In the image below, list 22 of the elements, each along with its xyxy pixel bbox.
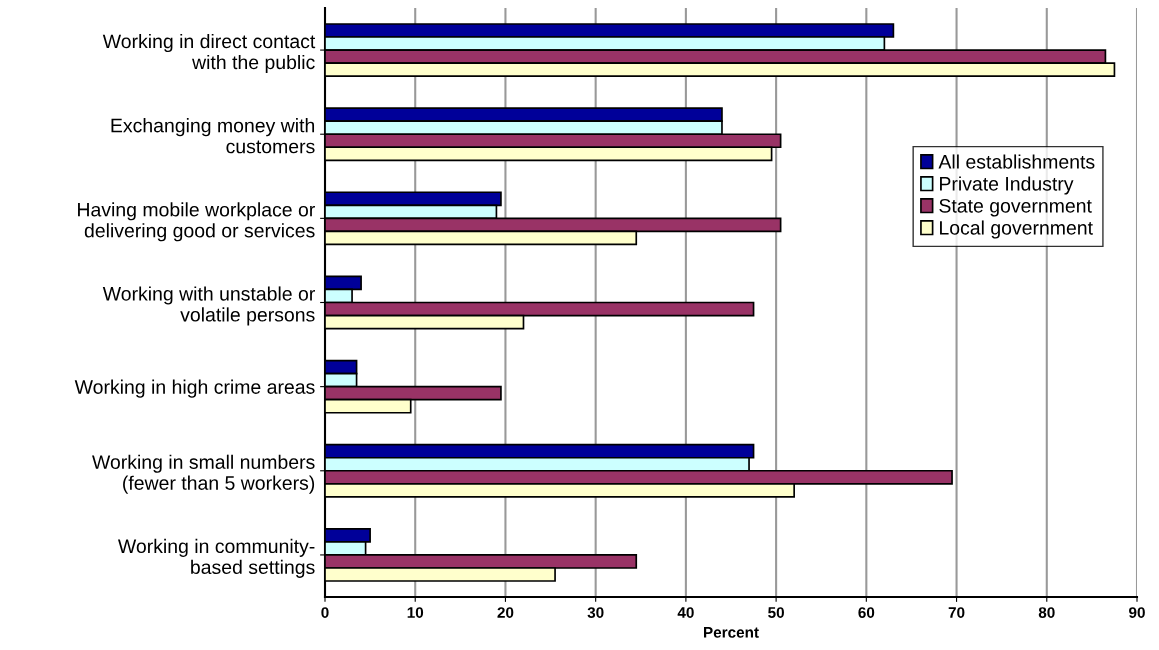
y-tick-label: Working in high crime areas (74, 379, 315, 398)
x-tick-label: 10 (407, 607, 424, 618)
legend-label: Local government (940, 220, 1093, 239)
y-tick-label: Working with unstable or volatile persons (102, 286, 315, 326)
legend-label: State government (939, 198, 1092, 217)
x-tick-label: 70 (948, 607, 965, 618)
x-tick-label: 40 (677, 607, 694, 618)
x-tick-label: 20 (497, 607, 514, 618)
x-tick-label: 30 (587, 607, 604, 618)
x-tick-label: 80 (1038, 607, 1055, 618)
legend-label: Private Industry (940, 176, 1074, 195)
x-tick-label: 60 (858, 607, 875, 618)
x-tick-label: 0 (321, 607, 329, 618)
x-tick-label: 90 (1129, 607, 1145, 618)
legend-label: All establishments (938, 154, 1095, 169)
x-axis-title: Percent (704, 627, 759, 638)
y-tick-label: Exchanging money with customers (111, 118, 315, 154)
y-tick-label: Working in small numbers (fewer than 5 workers) (92, 454, 315, 494)
y-tick-label: Having mobile workplace or delivering good or services (78, 202, 315, 242)
y-tick-label: Working in direct contact with the public (102, 33, 316, 74)
y-tick-label: Working in community- based settings (117, 538, 315, 578)
x-tick-label: 50 (768, 607, 784, 618)
